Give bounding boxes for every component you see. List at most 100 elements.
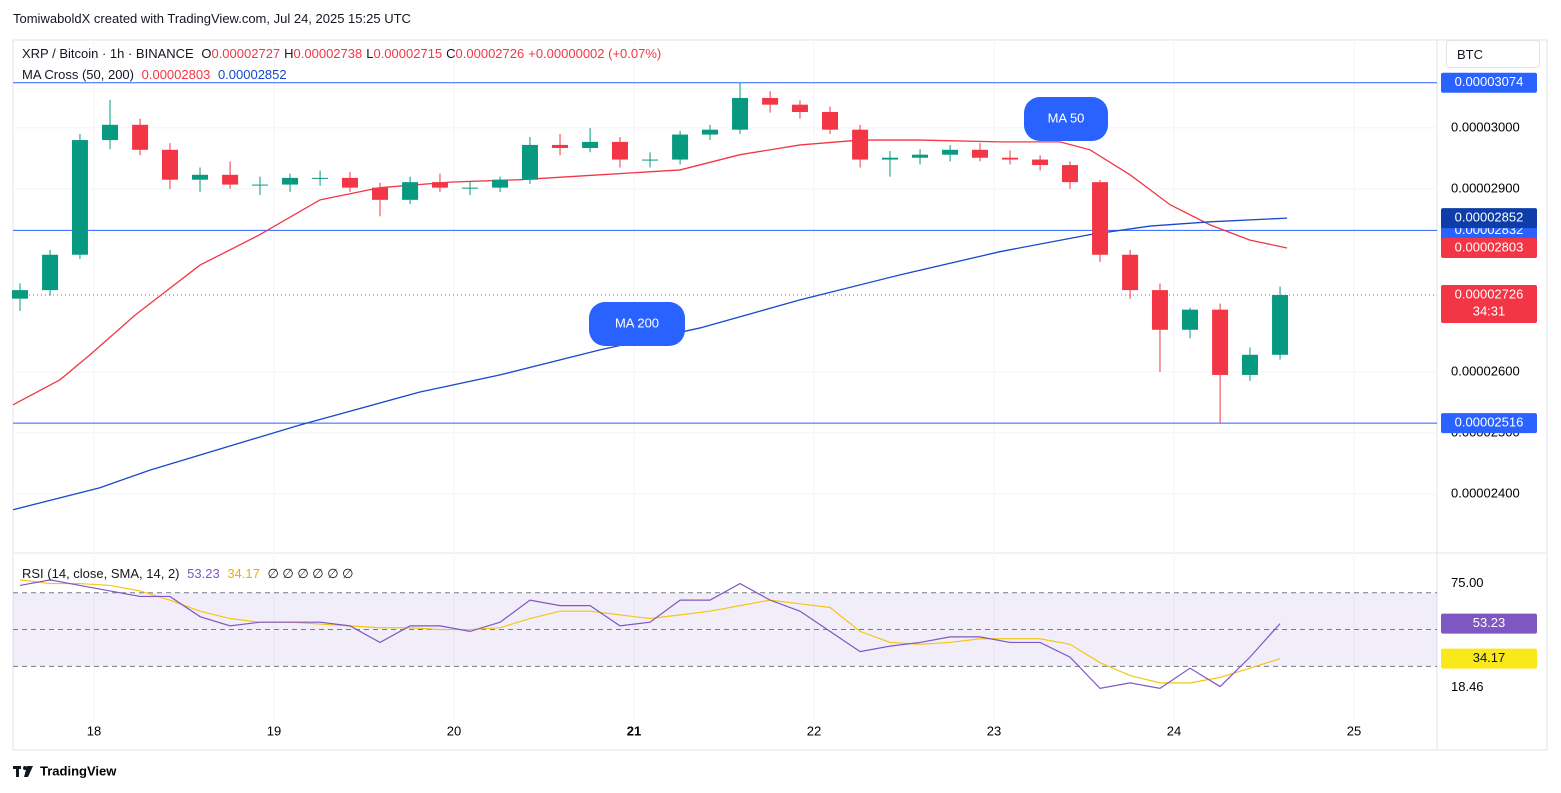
- ohlc-value: 0.00002726: [455, 46, 525, 61]
- annotation-bubble: [1024, 97, 1108, 141]
- candle-body: [402, 182, 419, 200]
- candle-body: [312, 177, 329, 179]
- ma-line: [12, 217, 1288, 511]
- x-tick-label: 19: [267, 723, 281, 738]
- ma50-value: 0.00002803: [141, 67, 211, 82]
- candle-body: [672, 134, 689, 160]
- annotation-text: MA 50: [1048, 110, 1085, 125]
- credit: TomiwaboldX created with TradingView.com…: [13, 11, 411, 26]
- rsi-label-text: 34.17: [1473, 650, 1506, 665]
- candle-body: [1272, 295, 1289, 355]
- ma200-value: 0.00002852: [217, 67, 287, 82]
- candle-body: [1212, 309, 1229, 375]
- ohlc-value: 0.00002738: [293, 46, 363, 61]
- candle-body: [372, 187, 389, 200]
- rsi-legend: RSI (14, close, SMA, 14, 2) 53.23 34.17 …: [22, 566, 358, 582]
- symbol-title: XRP / Bitcoin · 1h · BINANCE: [22, 46, 194, 61]
- level-label: [1441, 413, 1537, 434]
- annotation-text: MA 200: [615, 315, 659, 330]
- ohlc-label: L: [366, 46, 374, 61]
- ma-label: [1441, 238, 1537, 259]
- rsi-label-text: 53.23: [1473, 615, 1506, 630]
- annotation-bubble: [589, 302, 685, 346]
- rsi-label: [1441, 613, 1537, 634]
- ohlc-label: O: [201, 46, 212, 61]
- ma-legend: MA Cross (50, 200) 0.00002803 0.00002852: [22, 67, 291, 82]
- candle-body: [251, 184, 268, 186]
- rsi-label: [1441, 648, 1537, 669]
- candle-body: [912, 154, 929, 158]
- x-tick-label: 25: [1347, 723, 1361, 738]
- rsi-title: RSI (14, close, SMA, 14, 2): [22, 566, 180, 581]
- last-price-label-text: 0.00002726: [1455, 286, 1524, 301]
- candle-body: [1092, 182, 1109, 255]
- candle-body: [791, 104, 808, 112]
- candle-body: [282, 177, 299, 185]
- ma-line: [12, 139, 1288, 406]
- candle-body: [462, 187, 479, 189]
- rsi-empty-values: ∅ ∅ ∅ ∅ ∅ ∅: [267, 566, 354, 581]
- level-label-text: 0.00003074: [1455, 74, 1524, 89]
- candle-body: [552, 144, 569, 148]
- candle-body: [161, 149, 178, 180]
- x-tick-label: 20: [447, 723, 461, 738]
- rsi-value: 53.23: [187, 566, 220, 581]
- x-tick-label: 22: [807, 723, 821, 738]
- y-tick-label: 0.00002400: [1451, 485, 1520, 500]
- ohlc-label: H: [284, 46, 294, 61]
- candle-body: [521, 144, 538, 180]
- candle-body: [1032, 159, 1049, 166]
- currency-button[interactable]: BTC: [1446, 40, 1540, 68]
- x-tick-label: 23: [987, 723, 1001, 738]
- candle-body: [132, 124, 149, 150]
- candle-body: [642, 159, 659, 161]
- price-pane: MA 50 MA 200: [12, 40, 1437, 553]
- y-tick-label: 75.00: [1451, 575, 1484, 590]
- candle-body: [852, 129, 869, 160]
- rsi-pane: [13, 556, 1437, 720]
- candle-body: [192, 174, 209, 180]
- ohlc-value: 0.00002727: [211, 46, 281, 61]
- candle-body: [1182, 309, 1199, 330]
- candle-body: [222, 174, 239, 185]
- ma-label-text: 0.00002803: [1455, 239, 1524, 254]
- y-tick-label: 18.46: [1451, 679, 1484, 694]
- candle-body: [732, 97, 749, 130]
- candle-body: [102, 124, 119, 141]
- candle-body: [492, 179, 509, 188]
- chart-frame: [12, 39, 1548, 751]
- candle-body: [42, 254, 59, 291]
- ma-label-text: 0.00002852: [1455, 210, 1524, 225]
- brand: TradingView: [40, 763, 117, 778]
- rsi-sma-value: 34.17: [227, 566, 260, 581]
- candle-body: [582, 141, 599, 148]
- candle-body: [1002, 157, 1019, 160]
- rsi-line: [19, 579, 1281, 690]
- x-tick-label: 21: [627, 723, 641, 738]
- candle-body: [341, 177, 358, 188]
- candle-body: [71, 140, 88, 255]
- rsi-line: [19, 579, 1281, 684]
- y-tick-label: 0.00003000: [1451, 119, 1520, 134]
- y-tick-label: 0.00002900: [1451, 180, 1520, 195]
- candle-body: [1241, 354, 1258, 375]
- candle-body: [611, 141, 628, 160]
- candle-body: [942, 149, 959, 155]
- last-price-label: [1441, 285, 1537, 323]
- y-tick-label: 0.00002600: [1451, 363, 1520, 378]
- ma-label: [1441, 208, 1537, 229]
- ohlc-value: 0.00002715: [373, 46, 443, 61]
- candle-body: [12, 290, 29, 299]
- level-label: [1441, 72, 1537, 93]
- price-change: +0.00000002 (+0.07%): [528, 46, 662, 61]
- candle-body: [701, 129, 718, 135]
- candle-body: [822, 111, 839, 130]
- candle-body: [431, 182, 448, 188]
- last-price-label-countdown: 34:31: [1473, 303, 1506, 318]
- candle-body: [1061, 165, 1078, 183]
- candle-body: [881, 157, 898, 160]
- ohlc-label: C: [446, 46, 456, 61]
- candle-body: [1151, 290, 1168, 330]
